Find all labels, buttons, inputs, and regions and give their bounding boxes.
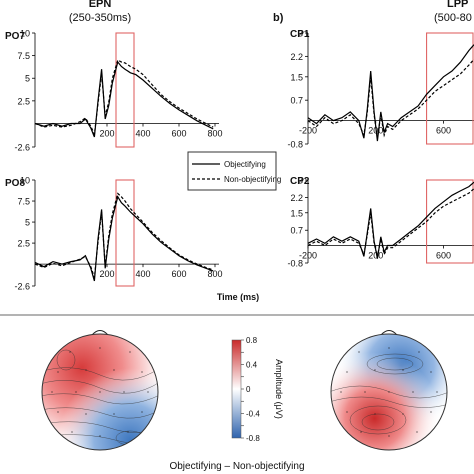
colorbar-tick-label: -0.8 <box>246 434 260 443</box>
colorbar-tick-label: -0.4 <box>246 410 260 419</box>
x-tick-label: 200 <box>99 128 114 138</box>
y-tick-label: 2.5 <box>17 96 30 106</box>
legend-label-non-objectifying: Non-objectifying <box>224 175 281 184</box>
x-tick-label: 600 <box>171 128 186 138</box>
x-tick-label: 600 <box>436 126 451 136</box>
y-tick-label: -2.6 <box>14 143 30 153</box>
analysis-window <box>115 179 135 287</box>
series-objectifying <box>34 195 214 282</box>
analysis-window <box>115 32 135 148</box>
nose-marker <box>91 330 109 336</box>
analysis-window <box>426 32 474 145</box>
y-tick-label: 7.5 <box>17 51 30 61</box>
epn-window: (250-350ms) <box>69 12 131 24</box>
x-tick-label: 600 <box>436 251 451 261</box>
channel-label: PO8 <box>5 178 25 189</box>
y-tick-label: 10 <box>20 176 30 186</box>
x-tick-label: 600 <box>171 269 186 279</box>
y-tick-label: 7.5 <box>17 197 30 207</box>
y-tick-label: 2.2 <box>290 193 303 203</box>
colorbar-tick-label: 0.8 <box>246 336 258 345</box>
nose-marker <box>380 330 398 336</box>
topomap-lpp <box>330 330 448 451</box>
series-non-objectifying <box>34 59 214 137</box>
series-non-objectifying <box>307 188 474 257</box>
time-axis-label: Time (ms) <box>217 292 259 302</box>
y-tick-label: 0.7 <box>290 96 303 106</box>
epn-title: EPN <box>89 0 112 10</box>
head-outline <box>41 333 159 451</box>
y-tick-label: 10 <box>20 29 30 39</box>
y-tick-label: 2.5 <box>17 239 30 249</box>
series-non-objectifying <box>34 192 214 278</box>
lpp-window: (500-80 <box>434 12 472 24</box>
x-tick-label: 200 <box>99 269 114 279</box>
colorbar-tick-label: 0 <box>246 385 251 394</box>
series-objectifying <box>307 44 474 142</box>
y-tick-label: 3 <box>298 176 303 186</box>
lpp-title: LPP <box>447 0 468 10</box>
topomap-epn <box>41 330 159 451</box>
channel-label: PO7 <box>5 31 25 42</box>
y-tick-label: 0.7 <box>290 226 303 236</box>
y-tick-label: -0.8 <box>287 140 303 150</box>
y-tick-label: -2.6 <box>14 282 30 292</box>
y-tick-label: -0.8 <box>287 259 303 269</box>
colorbar-label: Amplitude (μV) <box>274 359 284 419</box>
x-tick-label: 800 <box>207 128 222 138</box>
series-objectifying <box>307 181 474 259</box>
panel-b-letter: b) <box>273 12 284 24</box>
y-tick-label: 5 <box>25 74 30 84</box>
x-tick-label: -200 <box>299 126 317 136</box>
y-tick-label: 3 <box>298 29 303 39</box>
y-tick-label: 5 <box>25 218 30 228</box>
y-tick-label: 2.2 <box>290 52 303 62</box>
colorbar-tick-label: 0.4 <box>246 361 258 370</box>
x-tick-label: -200 <box>299 251 317 261</box>
channel-label: CP1 <box>290 29 310 40</box>
legend-label-objectifying: Objectifying <box>224 160 266 169</box>
x-tick-label: 200 <box>368 251 383 261</box>
colorbar: 0.8 0.4 0 -0.4 -0.8 Amplitude (μV) <box>231 336 284 443</box>
y-tick-label: 1.5 <box>290 72 303 82</box>
legend: Objectifying Non-objectifying <box>187 151 281 191</box>
channel-label: CP2 <box>290 176 310 187</box>
topomap-caption: Objectifying – Non-objectifying <box>169 461 304 472</box>
series-objectifying <box>34 60 214 138</box>
y-tick-label: 1.5 <box>290 208 303 218</box>
x-tick-label: 800 <box>207 269 222 279</box>
head-outline <box>330 333 448 451</box>
x-tick-label: 400 <box>135 269 150 279</box>
series-non-objectifying <box>307 58 474 139</box>
x-tick-label: 400 <box>135 128 150 138</box>
